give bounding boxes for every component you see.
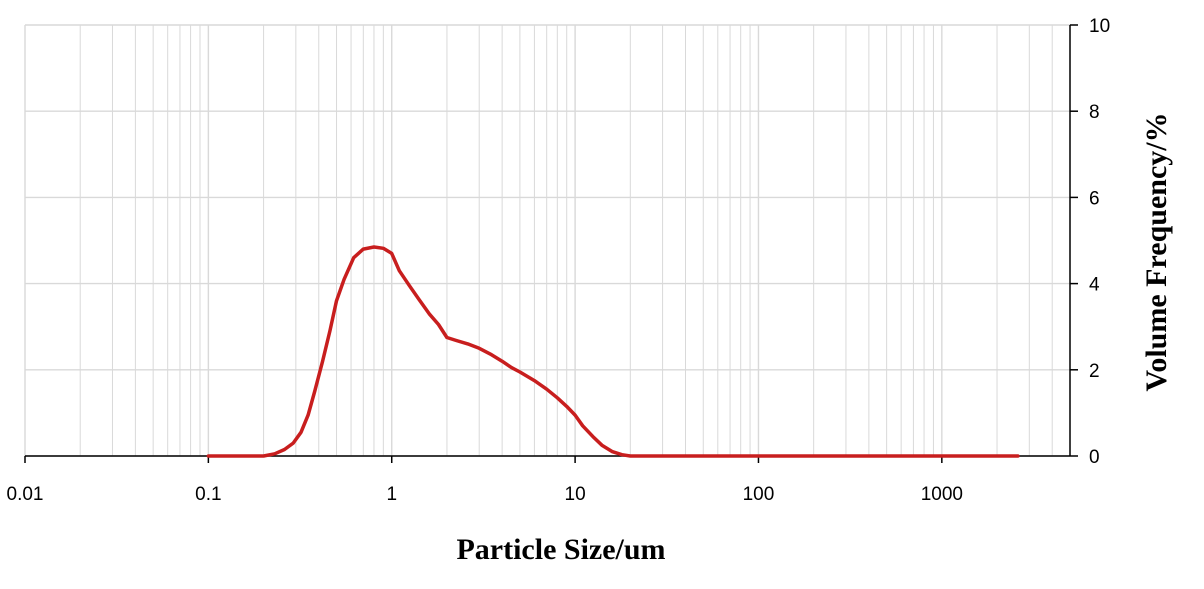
series-line	[206, 245, 1020, 458]
y-tick-label: 8	[1089, 102, 1100, 123]
x-axis-title: Particle Size/um	[456, 533, 665, 566]
tick-labels: 0.01 0.1 1 10 100 1000 0 2 4 6 8 10	[7, 16, 1111, 505]
y-tick-label: 4	[1089, 275, 1100, 296]
x-tick-label: 0.1	[195, 484, 221, 505]
y-tick-label: 10	[1089, 16, 1110, 37]
series-layer	[206, 245, 1020, 458]
y-tick-label: 6	[1089, 188, 1100, 209]
gridlines	[24, 24, 1071, 457]
x-tick-label: 100	[743, 484, 775, 505]
x-tick-label: 1000	[921, 484, 963, 505]
x-tick-label: 10	[565, 484, 586, 505]
y-tick-label: 0	[1089, 447, 1100, 468]
x-tick-label: 0.01	[7, 484, 44, 505]
y-axis-title: Volume Frequency/%	[1140, 112, 1173, 391]
y-tick-label: 2	[1089, 361, 1100, 382]
x-tick-label: 1	[386, 484, 397, 505]
